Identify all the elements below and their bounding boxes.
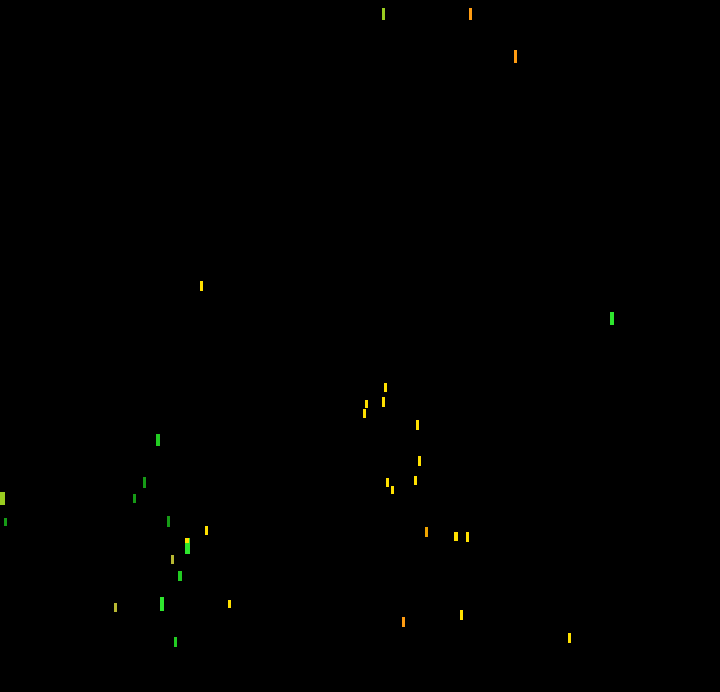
data-point-marker[interactable]	[174, 637, 177, 647]
data-point-marker[interactable]	[133, 494, 136, 503]
data-point-marker[interactable]	[4, 518, 7, 526]
data-point-marker[interactable]	[386, 478, 389, 487]
data-point-marker[interactable]	[402, 617, 405, 627]
data-point-marker[interactable]	[160, 597, 164, 611]
data-point-marker[interactable]	[469, 8, 472, 20]
data-point-marker[interactable]	[156, 434, 160, 446]
data-point-marker[interactable]	[416, 420, 419, 430]
data-point-marker[interactable]	[414, 476, 417, 485]
data-point-marker[interactable]	[382, 8, 385, 20]
data-point-marker[interactable]	[466, 532, 469, 542]
data-point-marker[interactable]	[114, 603, 117, 612]
data-point-marker[interactable]	[200, 281, 203, 291]
data-point-marker[interactable]	[205, 526, 208, 535]
data-point-marker[interactable]	[382, 397, 385, 407]
data-point-marker[interactable]	[568, 633, 571, 643]
data-point-marker[interactable]	[143, 477, 146, 488]
data-point-marker[interactable]	[363, 409, 366, 418]
data-point-marker[interactable]	[454, 532, 458, 541]
data-point-marker[interactable]	[0, 492, 5, 505]
data-point-marker[interactable]	[228, 600, 231, 608]
data-point-marker[interactable]	[425, 527, 428, 537]
data-point-marker[interactable]	[384, 383, 387, 392]
data-point-marker[interactable]	[391, 486, 394, 494]
data-point-marker[interactable]	[178, 571, 182, 581]
data-point-marker[interactable]	[167, 516, 170, 527]
data-point-marker[interactable]	[514, 50, 517, 63]
data-point-marker[interactable]	[460, 610, 463, 620]
data-point-marker[interactable]	[610, 312, 614, 325]
data-point-marker[interactable]	[185, 538, 189, 543]
data-point-marker[interactable]	[171, 555, 174, 564]
data-point-marker[interactable]	[185, 538, 190, 554]
data-point-marker[interactable]	[365, 400, 368, 408]
data-point-marker[interactable]	[418, 456, 421, 466]
